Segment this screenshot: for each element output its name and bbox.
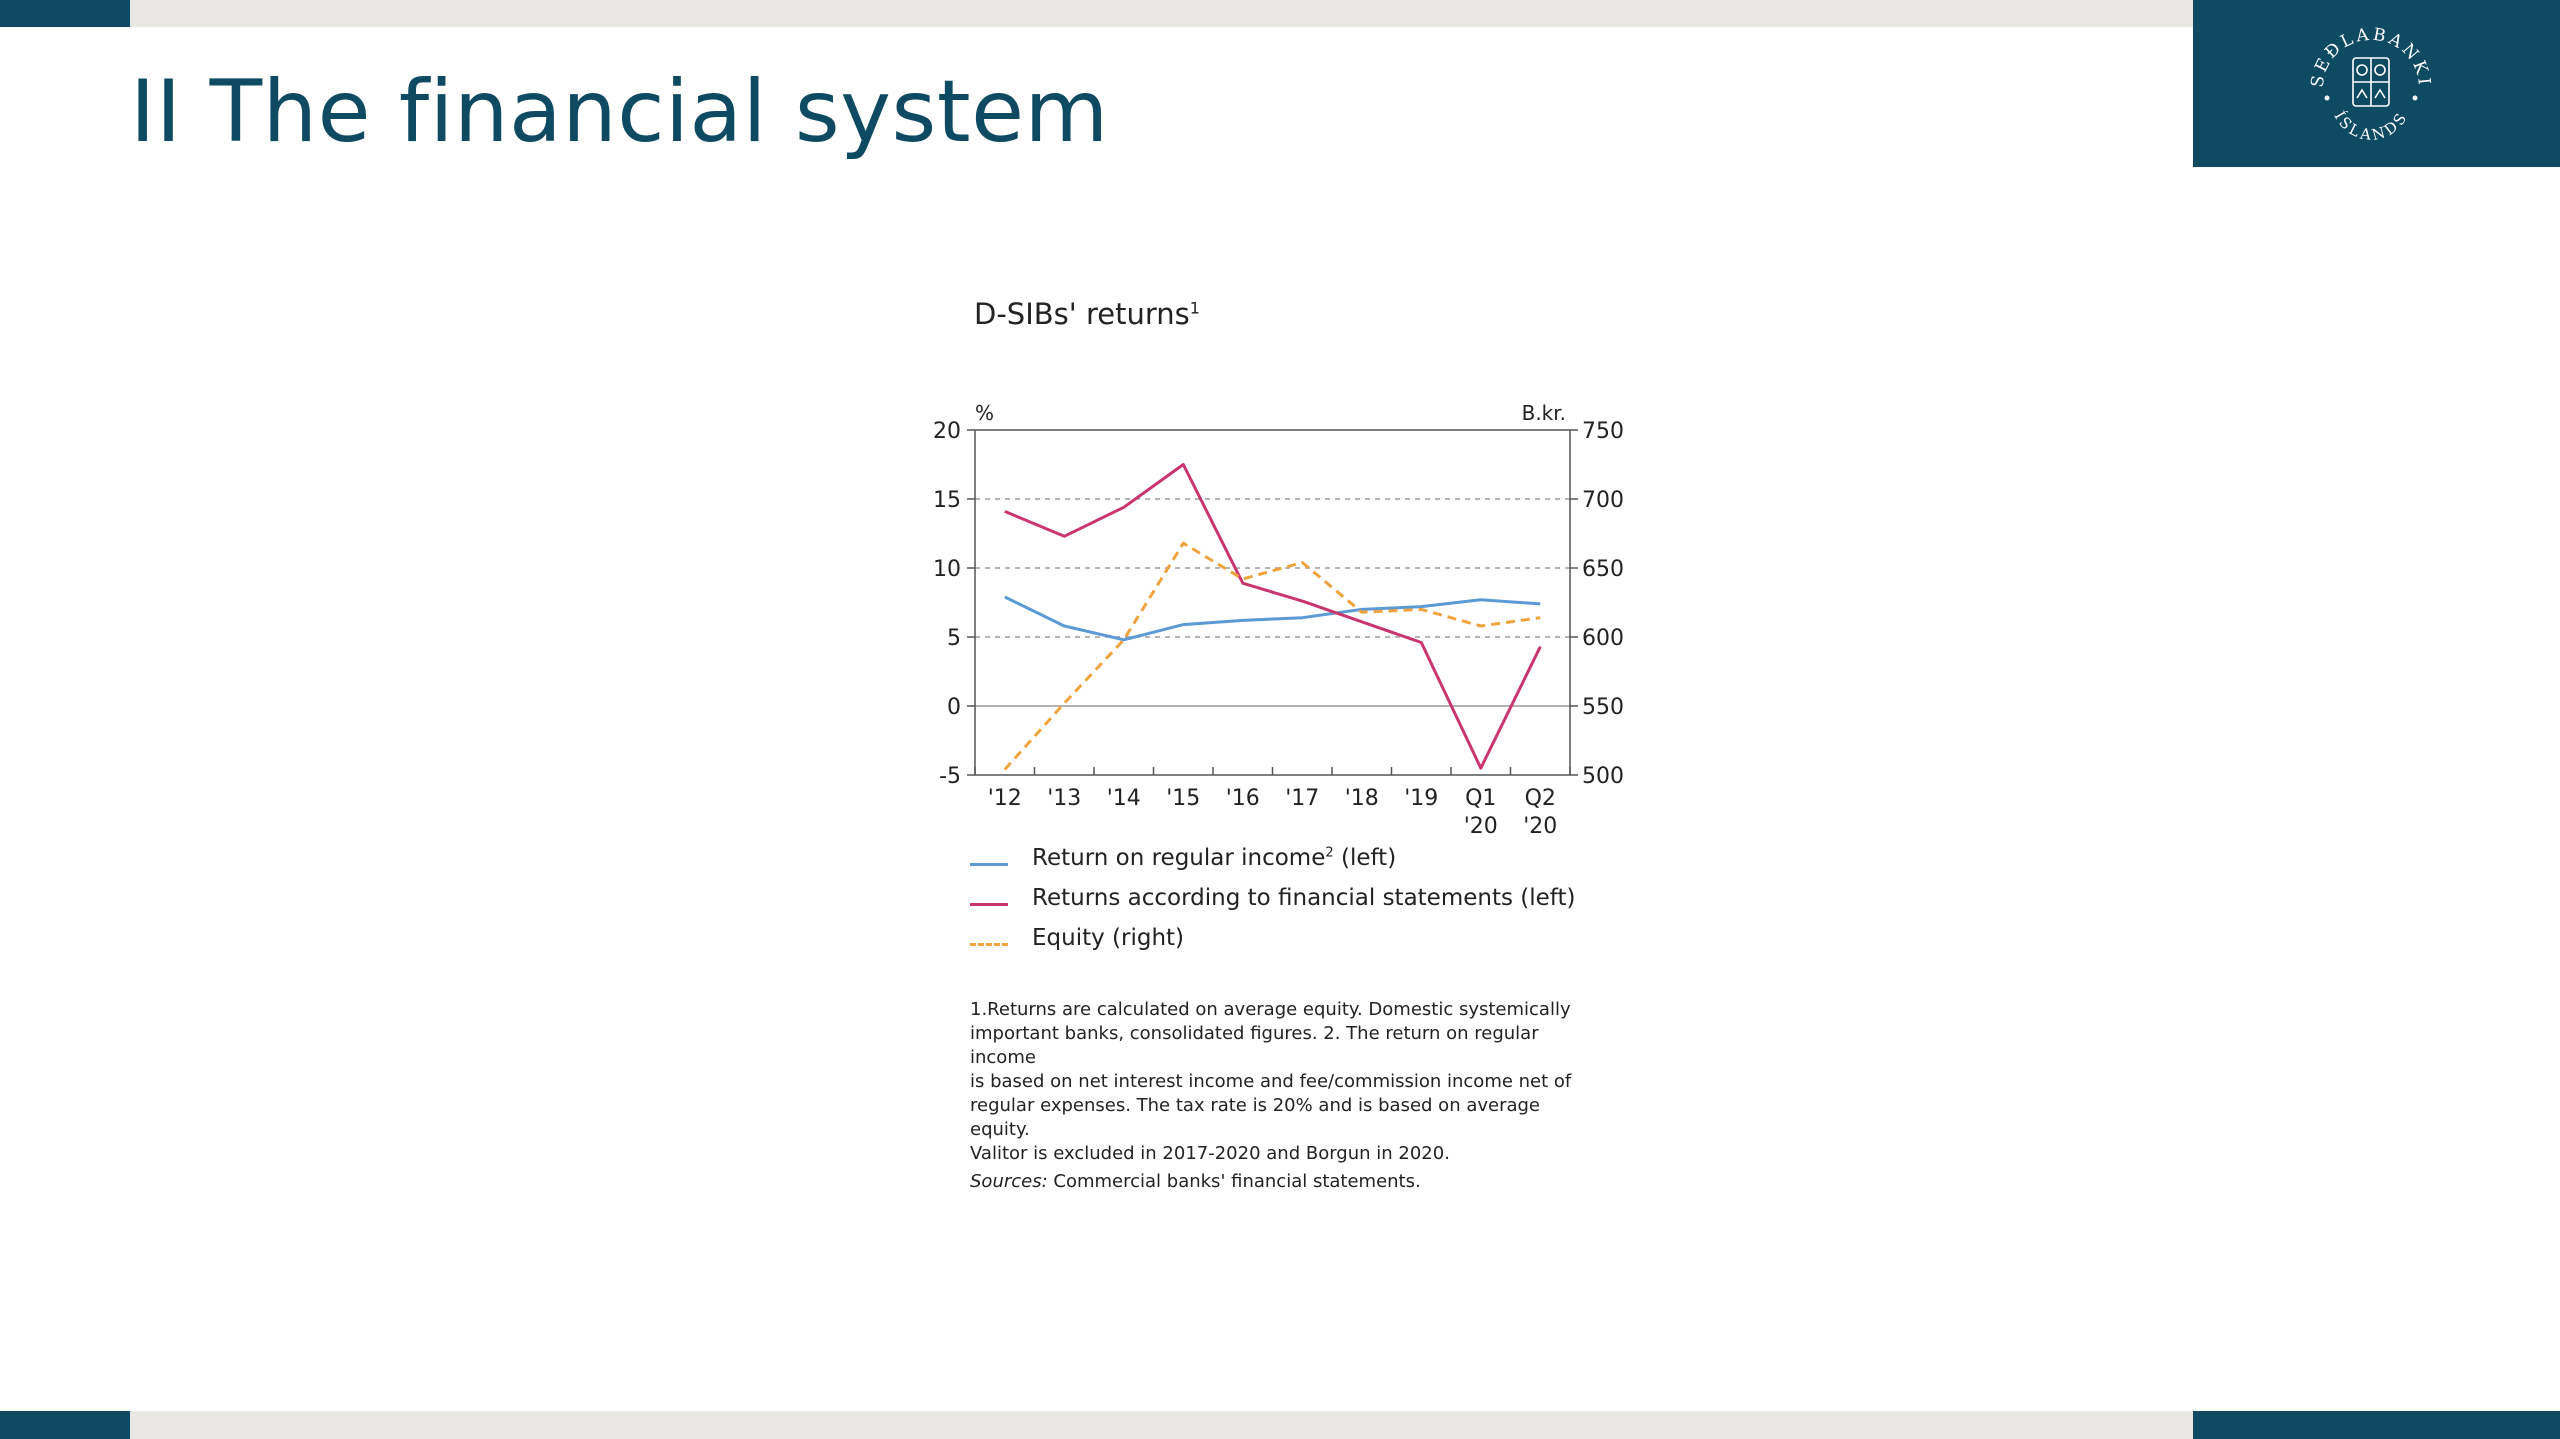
chart-title: D-SIBs' returns1 [974, 297, 1200, 331]
slide-title: II The financial system [130, 62, 1109, 162]
x-tick-label: '19 [1404, 786, 1438, 811]
left-tick-label: 15 [933, 488, 961, 513]
footnote-line: important banks, consolidated figures. 2… [970, 1023, 1539, 1068]
top-grey-band [130, 0, 2193, 27]
x-tick-label: '15 [1166, 786, 1200, 811]
central-bank-logo: SEÐLABANKI ÍSLANDS [2193, 0, 2560, 167]
footnote-line: regular expenses. The tax rate is 20% an… [970, 1095, 1541, 1140]
left-tick-label: 5 [947, 626, 961, 651]
left-tick-label: -5 [939, 764, 961, 789]
x-tick-label: Q1 [1465, 786, 1496, 811]
svg-text:ÍSLANDS: ÍSLANDS [2330, 108, 2411, 144]
x-tick-label: '14 [1107, 786, 1141, 811]
series-line-regular-income [1004, 595, 1541, 642]
bottom-right-navy-bar [2193, 1411, 2560, 1439]
plot-frame [974, 429, 1571, 776]
legend-swatch-financial-statements [970, 903, 1008, 906]
x-tick-label: '16 [1226, 786, 1260, 811]
left-unit-label: % [975, 401, 994, 425]
chart-footnotes: 1.Returns are calculated on average equi… [970, 998, 1590, 1194]
x-tick-label: Q2 [1525, 786, 1556, 811]
right-tick-label: 650 [1582, 557, 1624, 582]
footnote-line: is based on net interest income and fee/… [970, 1071, 1572, 1092]
right-unit-label: B.kr. [1522, 401, 1566, 425]
returns-chart: 20 15 10 5 0 -5 750 700 650 600 550 500% B.kr. '12 '13… [933, 401, 1624, 839]
x-tick-label: '20 [1464, 814, 1498, 839]
x-tick-label: '12 [988, 786, 1022, 811]
legend-swatch-equity [970, 943, 1008, 946]
legend-label-regular-income: Return on regular income2 (left) [1032, 845, 1397, 871]
bottom-grey-band [130, 1411, 2193, 1439]
left-tick-label: 0 [947, 695, 961, 720]
left-tick-label: 20 [933, 419, 961, 444]
x-tick-label: '17 [1285, 786, 1319, 811]
series-line-financial-statements [1004, 463, 1542, 770]
bottom-left-navy-bar [0, 1411, 130, 1439]
legend-label-equity: Equity (right) [1032, 925, 1185, 951]
left-tick-label: 10 [933, 557, 961, 582]
legend-label-financial-statements: Returns according to financial statement… [1032, 885, 1576, 911]
top-left-navy-bar [0, 0, 130, 27]
right-tick-label: 600 [1582, 626, 1624, 651]
footnote-line: 1.Returns are calculated on average equi… [970, 999, 1571, 1020]
x-tick-label: '18 [1345, 786, 1379, 811]
right-tick-label: 750 [1582, 419, 1624, 444]
legend-swatch-regular-income [970, 863, 1008, 866]
logo-bottom-text: ÍSLANDS [2330, 108, 2408, 144]
sources-line: Sources: Commercial banks' financial sta… [970, 1171, 1421, 1192]
footnote-line: Valitor is excluded in 2017-2020 and Bor… [970, 1143, 1450, 1164]
right-tick-label: 500 [1582, 764, 1624, 789]
x-tick-label: '13 [1047, 786, 1081, 811]
right-tick-label: 700 [1582, 488, 1624, 513]
series-line-equity [1003, 541, 1541, 771]
x-tick-label: '20 [1523, 814, 1557, 839]
right-tick-label: 550 [1582, 695, 1624, 720]
